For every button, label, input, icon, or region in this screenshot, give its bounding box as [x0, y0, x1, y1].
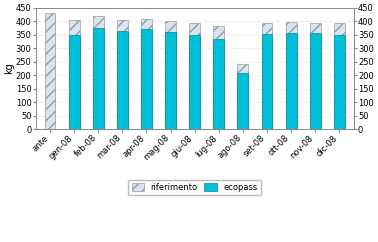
Bar: [237, 73, 248, 129]
Bar: [93, 28, 104, 129]
Bar: [262, 23, 273, 129]
Bar: [117, 20, 128, 129]
Bar: [165, 32, 176, 129]
Bar: [165, 21, 176, 129]
Bar: [141, 19, 152, 129]
Bar: [117, 30, 128, 129]
Bar: [310, 23, 321, 129]
Bar: [237, 63, 248, 129]
Bar: [93, 16, 104, 129]
Legend: riferimento, ecopass: riferimento, ecopass: [128, 180, 261, 195]
Bar: [334, 35, 345, 129]
Bar: [334, 23, 345, 129]
Bar: [189, 35, 200, 129]
Bar: [262, 34, 273, 129]
Bar: [286, 33, 296, 129]
Bar: [141, 29, 152, 129]
Bar: [189, 23, 200, 129]
Bar: [213, 26, 224, 129]
Bar: [286, 22, 296, 129]
Bar: [45, 13, 56, 129]
Bar: [69, 36, 80, 129]
Bar: [213, 39, 224, 129]
Bar: [310, 33, 321, 129]
Y-axis label: kg: kg: [4, 62, 14, 74]
Bar: [69, 20, 80, 129]
